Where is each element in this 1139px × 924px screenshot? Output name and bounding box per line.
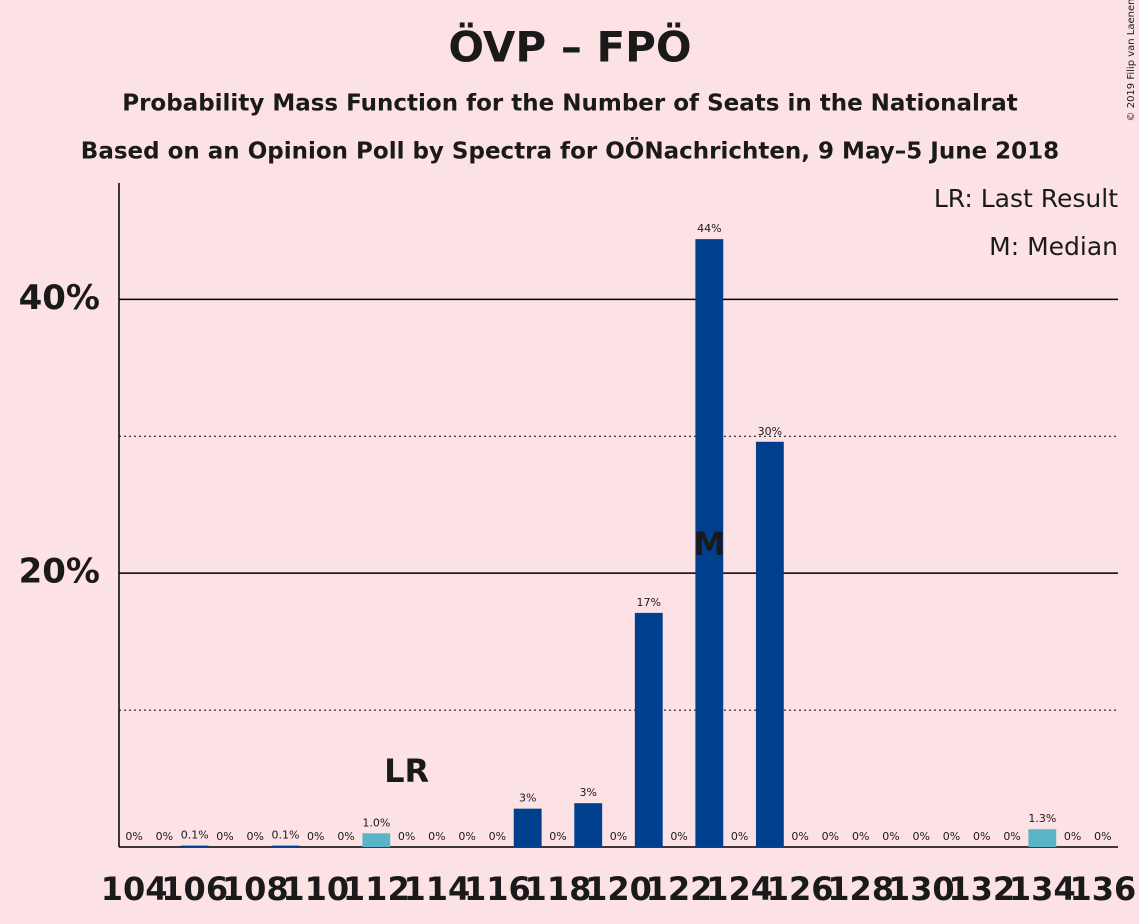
bar (271, 845, 300, 847)
x-tick-label: 120 (585, 870, 652, 908)
value-label: 0% (337, 830, 354, 843)
x-tick-label: 134 (1009, 870, 1076, 908)
legend-entry: M: Median (989, 232, 1118, 261)
x-tick-label: 126 (767, 870, 834, 908)
y-tick-label: 40% (19, 278, 100, 318)
value-label: 0% (458, 830, 475, 843)
x-tick-label: 124 (706, 870, 773, 908)
bar (634, 612, 663, 847)
value-label: 0% (791, 830, 808, 843)
x-tick-label: 108 (222, 870, 289, 908)
value-label: 0% (156, 830, 173, 843)
value-label: 0% (1094, 830, 1111, 843)
bar (180, 845, 209, 847)
value-label: 0.1% (181, 829, 209, 842)
value-label: 0% (913, 830, 930, 843)
value-label: 3% (519, 792, 536, 805)
y-tick-label: 20% (19, 552, 100, 592)
value-label: 0% (1003, 830, 1020, 843)
value-label: 0% (398, 830, 415, 843)
x-tick-label: 132 (948, 870, 1015, 908)
value-label: 0% (489, 830, 506, 843)
bar (513, 808, 542, 847)
x-tick-label: 104 (101, 870, 168, 908)
value-label: 1.0% (362, 816, 390, 829)
x-tick-label: 112 (343, 870, 410, 908)
legend-entry: LR: Last Result (934, 184, 1118, 213)
x-tick-label: 110 (282, 870, 349, 908)
value-label: 0% (549, 830, 566, 843)
value-label: 0% (882, 830, 899, 843)
bar (755, 441, 784, 847)
value-label: 0% (216, 830, 233, 843)
value-label: 0% (428, 830, 445, 843)
x-tick-label: 136 (1069, 870, 1136, 908)
value-label: 0% (1064, 830, 1081, 843)
value-label: 0% (731, 830, 748, 843)
value-label: 3% (580, 786, 597, 799)
value-label: 0% (247, 830, 264, 843)
bar (1028, 829, 1057, 847)
annotation: LR (384, 752, 429, 790)
value-label: 0% (610, 830, 627, 843)
value-label: 0% (670, 830, 687, 843)
x-tick-label: 106 (161, 870, 228, 908)
value-label: 0% (943, 830, 960, 843)
value-label: 17% (637, 596, 661, 609)
x-tick-label: 128 (827, 870, 894, 908)
chart-subtitle: Based on an Opinion Poll by Spectra for … (81, 137, 1059, 165)
value-label: 0% (973, 830, 990, 843)
x-tick-label: 122 (646, 870, 713, 908)
value-label: 1.3% (1028, 812, 1056, 825)
value-label: 0% (822, 830, 839, 843)
x-tick-label: 130 (888, 870, 955, 908)
value-label: 44% (697, 222, 721, 235)
bar (362, 833, 391, 847)
value-label: 0% (125, 830, 142, 843)
x-tick-label: 114 (403, 870, 470, 908)
annotation: M (693, 525, 725, 563)
value-label: 0.1% (272, 829, 300, 842)
bar (574, 803, 603, 847)
value-label: 0% (307, 830, 324, 843)
x-tick-label: 118 (525, 870, 592, 908)
x-tick-label: 116 (464, 870, 531, 908)
value-label: 0% (852, 830, 869, 843)
chart-subtitle: Probability Mass Function for the Number… (122, 91, 1018, 117)
value-label: 30% (758, 425, 782, 438)
chart-title: ÖVP – FPÖ (448, 22, 691, 72)
copyright: © 2019 Filip van Laenen (1126, 0, 1137, 121)
bar (695, 239, 724, 847)
